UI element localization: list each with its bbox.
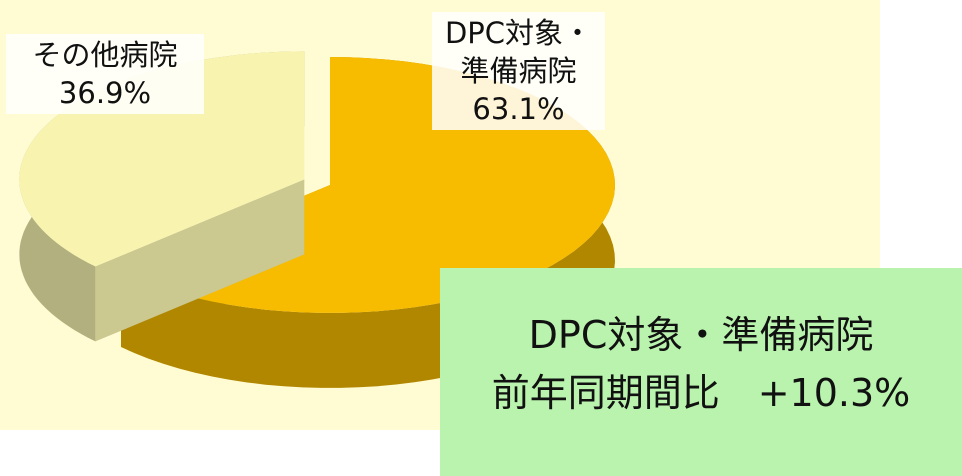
annotation-box: DPC対象・準備病院 前年同期間比 +10.3% [440, 268, 962, 476]
slice-wall [95, 179, 305, 342]
annotation: DPC対象・準備病院 [528, 313, 874, 357]
category-label: DPC対象・準備病院 [444, 16, 593, 88]
category-label: その他病院 [32, 38, 178, 72]
value-label: 63.1% [472, 92, 565, 126]
slice-label: DPC対象・準備病院 63.1% [432, 12, 605, 130]
slice-label: その他病院 36.9% [6, 34, 204, 114]
value-label: 36.9% [58, 76, 152, 110]
annotation: 前年同期間比 +10.3% [491, 371, 911, 415]
